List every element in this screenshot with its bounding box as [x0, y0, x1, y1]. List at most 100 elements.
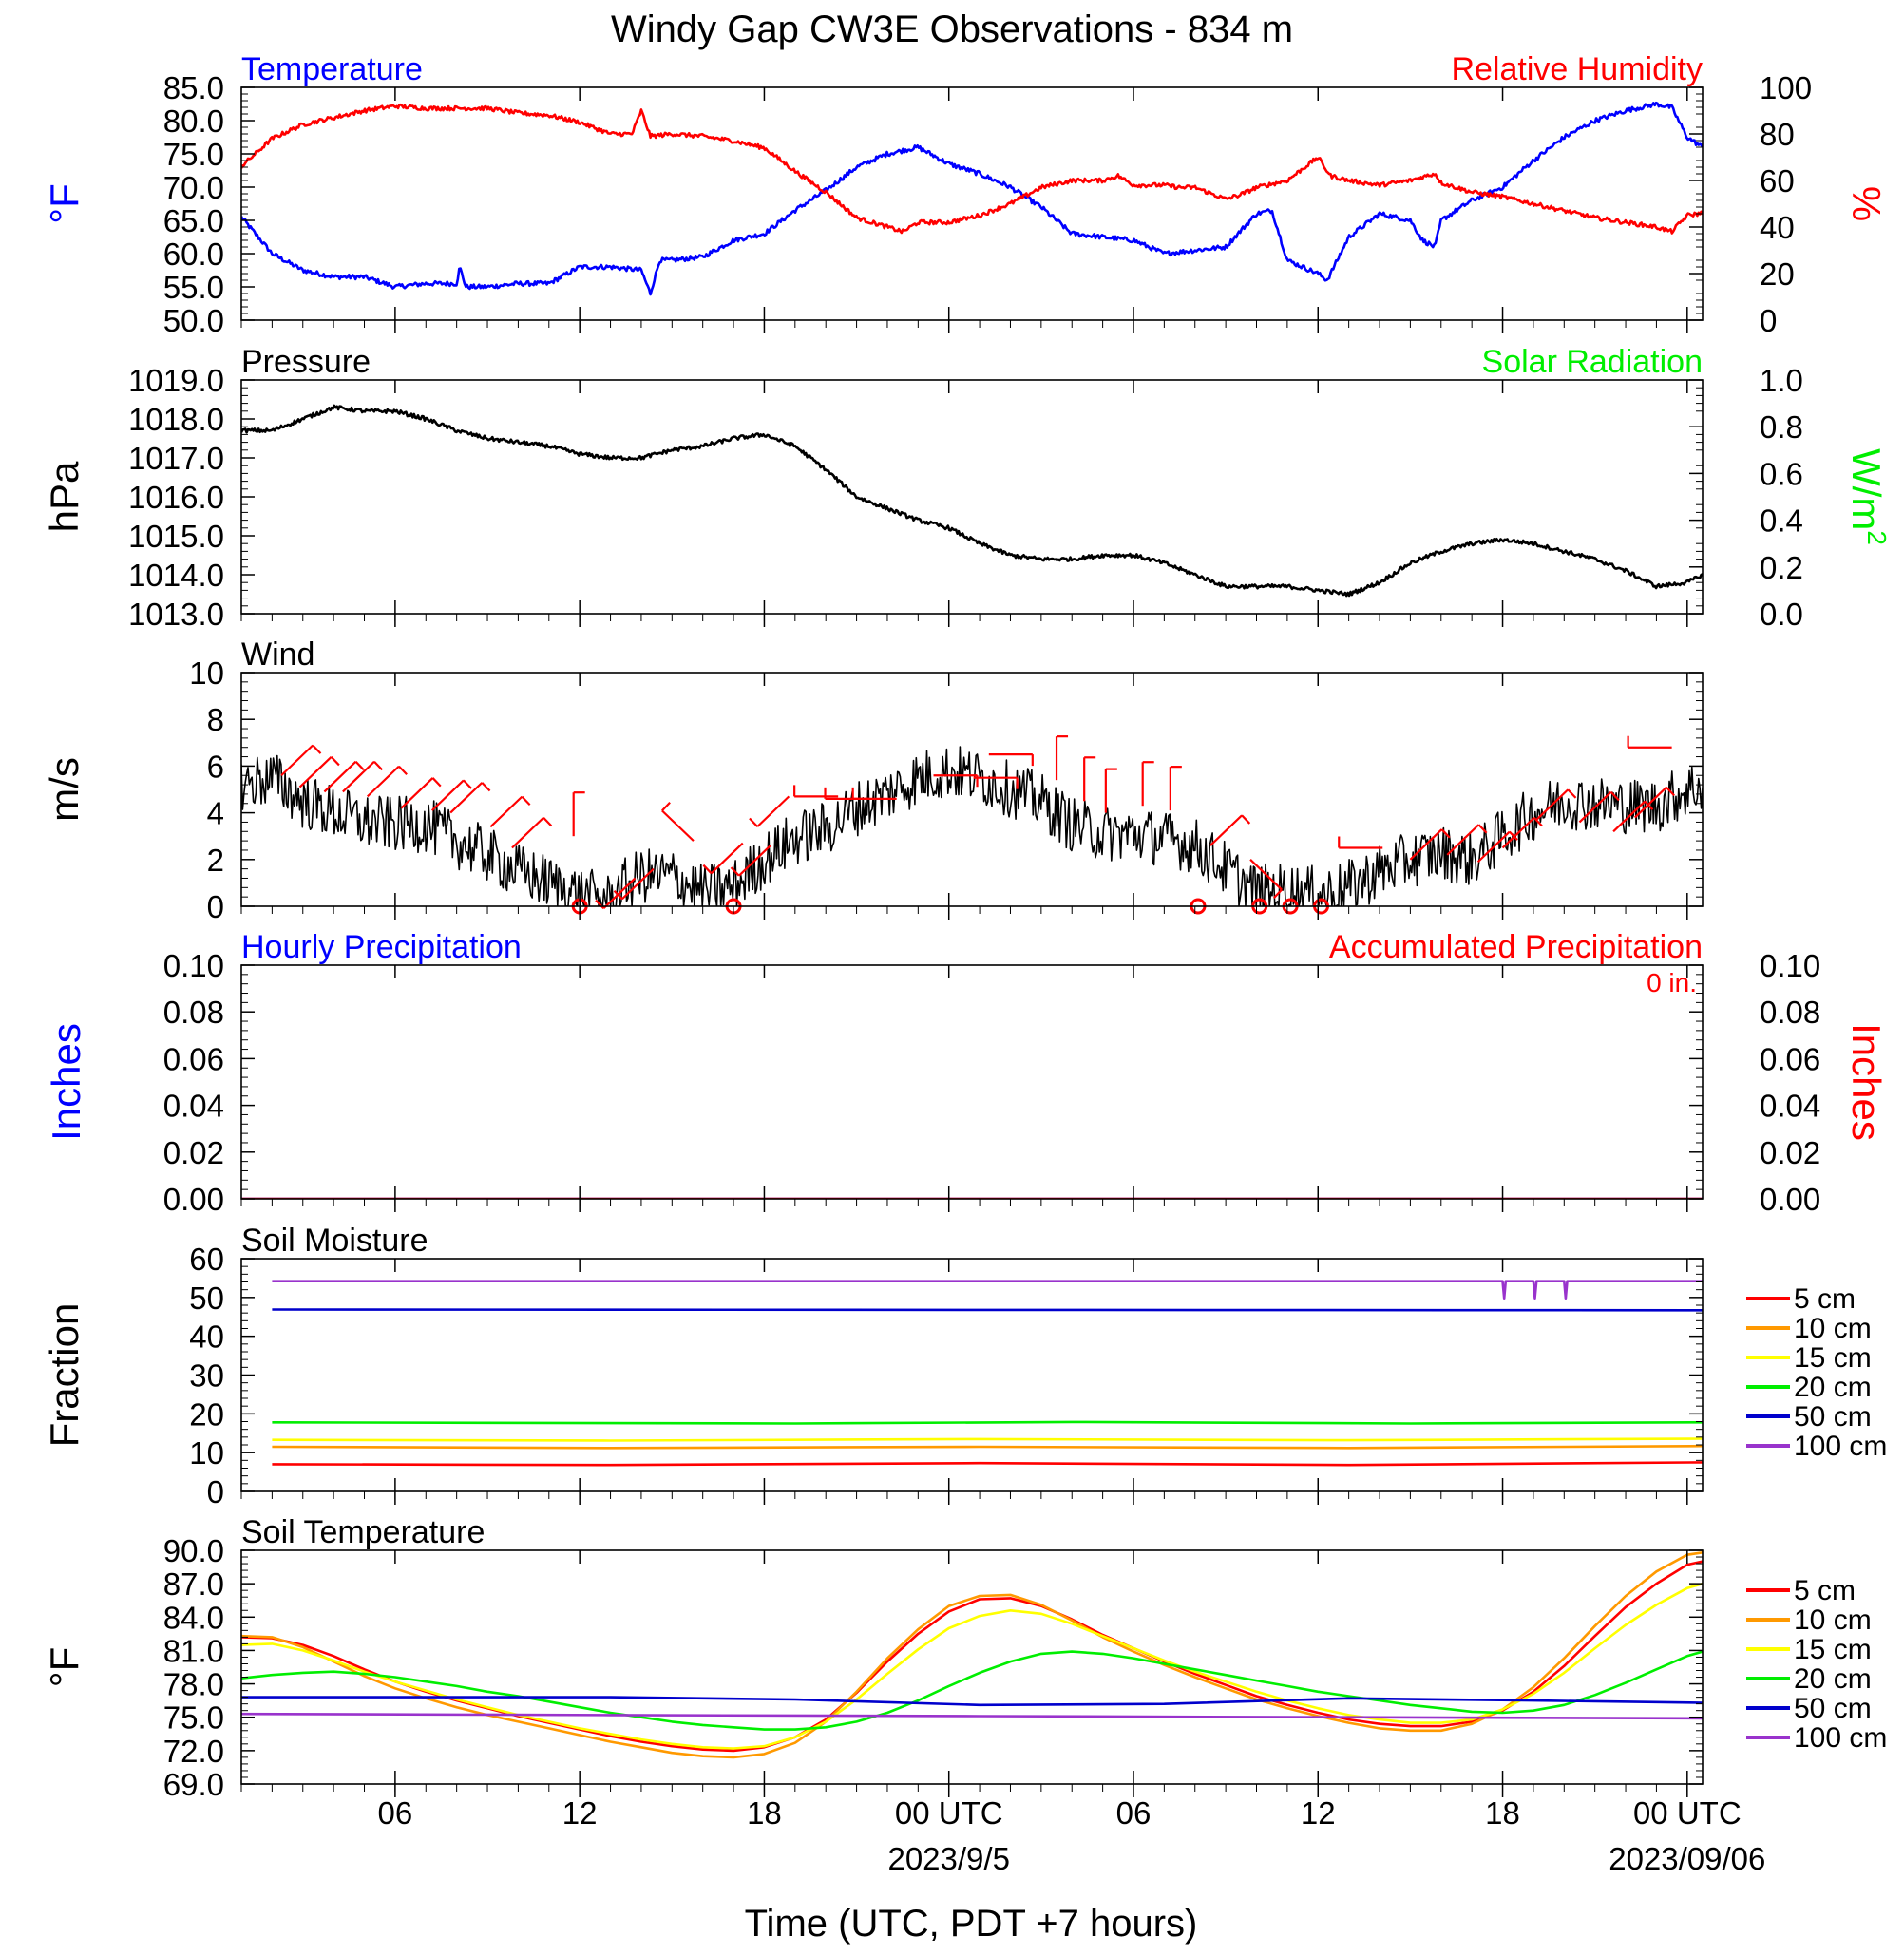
y-tick-label-left: 70.0 [163, 170, 224, 205]
y-tick-label-right: 60 [1760, 163, 1795, 199]
y-tick-label-left: 55.0 [163, 270, 224, 305]
wind-barb-flag [373, 760, 384, 771]
y-tick-label-left: 1016.0 [128, 480, 224, 515]
y-tick-label-right: 0.6 [1760, 456, 1803, 491]
wind-barb [323, 760, 357, 793]
y-tick-label-left: 4 [207, 796, 224, 831]
wind-barb-flag [1440, 828, 1451, 839]
legend-label-10-cm: 10 cm [1794, 1604, 1872, 1636]
wind-barb [1446, 824, 1480, 856]
legend-label-15-cm: 15 cm [1794, 1342, 1872, 1374]
y-tick-label-left: 1017.0 [128, 441, 224, 476]
wind-barb [710, 842, 744, 875]
series-group [241, 746, 1703, 906]
y-axis-label-left: °F [42, 1647, 86, 1687]
y-tick-label-left: 30 [189, 1358, 224, 1394]
wind-barb [1409, 828, 1443, 861]
y-tick-label-left: 78.0 [163, 1667, 224, 1702]
panel-frame [240, 964, 1704, 1200]
y-axis-label-left: Fraction [42, 1303, 86, 1448]
series-line-10-cm [241, 1551, 1703, 1759]
wind-barb-flag [543, 816, 553, 827]
wind-barb-flag [481, 782, 491, 792]
panel-temp_rh: Temperature Relative Humidity 85.080.075.0… [42, 51, 1889, 338]
panel-frame [240, 672, 1704, 907]
series-line-relative-humidity [241, 103, 1703, 235]
panel-title-left: Wind [241, 636, 314, 673]
panel-frame [240, 1549, 1704, 1785]
y-tick-label-left: 80.0 [163, 104, 224, 139]
y-tick-label-left: 0.06 [163, 1041, 224, 1076]
wind-barb [1249, 859, 1283, 891]
y-tick-label-left: 1019.0 [128, 363, 224, 398]
panel-title-left: Hourly Precipitation [241, 929, 522, 965]
wind-barb [1209, 814, 1243, 846]
wind-barb [620, 867, 655, 901]
x-tick-label: 18 [747, 1795, 782, 1831]
y-tick-label-right: 0.08 [1760, 995, 1820, 1030]
legend-label-50-cm: 50 cm [1794, 1693, 1872, 1724]
legend-label-50-cm: 50 cm [1794, 1401, 1872, 1433]
y-tick-label-left: 1015.0 [128, 519, 224, 554]
y-tick-label-left: 87.0 [163, 1566, 224, 1602]
y-axis-label-superscript: 2 [1862, 530, 1892, 545]
x-tick-label: 12 [1301, 1795, 1336, 1831]
y-axis-label-right: W/m2 [1844, 448, 1892, 545]
y-tick-label-left: 60.0 [163, 237, 224, 272]
wind-barb-flag [1477, 824, 1488, 834]
wind-barb-flag [1666, 787, 1675, 797]
wind-barb [1578, 790, 1612, 824]
y-tick-label-right: 40 [1760, 210, 1795, 245]
x-tick-label: 00 UTC [895, 1795, 1003, 1831]
precip-total-annotation: 0 in. [1647, 968, 1697, 997]
panel-title-left: Soil Temperature [241, 1514, 485, 1550]
wind-barb-flag [1533, 816, 1543, 827]
y-tick-label-left: 10 [189, 655, 224, 691]
series-line-temperature [241, 101, 1703, 296]
legend-label-10-cm: 10 cm [1794, 1313, 1872, 1344]
wind-barb [1612, 800, 1646, 833]
y-tick-label-left: 40 [189, 1319, 224, 1355]
series-line-pressure [241, 404, 1703, 598]
y-tick-label-left: 85.0 [163, 70, 224, 105]
wind-barb [661, 809, 695, 842]
series-line-5-cm [272, 1461, 1703, 1467]
panel-frame [240, 1258, 1704, 1492]
legend-label-100-cm: 100 cm [1794, 1722, 1887, 1754]
y-tick-label-right: 100 [1760, 70, 1812, 105]
y-tick-label-right: 0.00 [1760, 1182, 1820, 1217]
series-line-15-cm [241, 1582, 1703, 1750]
y-tick-label-left: 0.08 [163, 995, 224, 1030]
wind-barb [1634, 786, 1667, 819]
x-tick-label: 18 [1485, 1795, 1520, 1831]
y-tick-label-left: 0.02 [163, 1135, 224, 1170]
series-line-100-cm [241, 1712, 1703, 1720]
y-tick-label-left: 50.0 [163, 303, 224, 338]
panel-title-left: Soil Moisture [241, 1223, 428, 1259]
series-line-15-cm [272, 1437, 1703, 1442]
x-tick-label: 12 [562, 1795, 598, 1831]
wind-barb-flag [1567, 788, 1577, 799]
y-tick-label-left: 1013.0 [128, 597, 224, 632]
wind-barb-flag [463, 779, 472, 789]
series-line-100-cm [272, 1280, 1703, 1300]
panel-wind: Wind 10 8 6 4 2 0 m/s [42, 636, 1704, 924]
y-axis-label-left: Inches [44, 1023, 88, 1141]
series-line-wind-speed [241, 746, 1703, 906]
wind-barb [511, 816, 544, 849]
y-tick-label-right: 0.8 [1760, 409, 1803, 445]
wind-barb [366, 765, 400, 798]
series-line-50-cm [241, 1696, 1703, 1707]
y-tick-label-right: 0.10 [1760, 948, 1820, 983]
x-tick-date-label: 2023/9/5 [887, 1841, 1009, 1876]
y-tick-label-right: 0.2 [1760, 550, 1803, 585]
wind-barb-flag [1508, 830, 1518, 841]
y-axis-label-right: % [1844, 186, 1889, 221]
series-line-10-cm [272, 1444, 1703, 1450]
panel-soil_temp: Soil Temperature 90.087.084.081.078.075.0… [42, 1514, 1887, 1802]
x-tick-label: 06 [378, 1795, 413, 1831]
series-line-5-cm [241, 1560, 1703, 1753]
x-axis-label: Time (UTC, PDT +7 hours) [745, 1903, 1198, 1945]
wind-barb-flag [330, 756, 340, 767]
